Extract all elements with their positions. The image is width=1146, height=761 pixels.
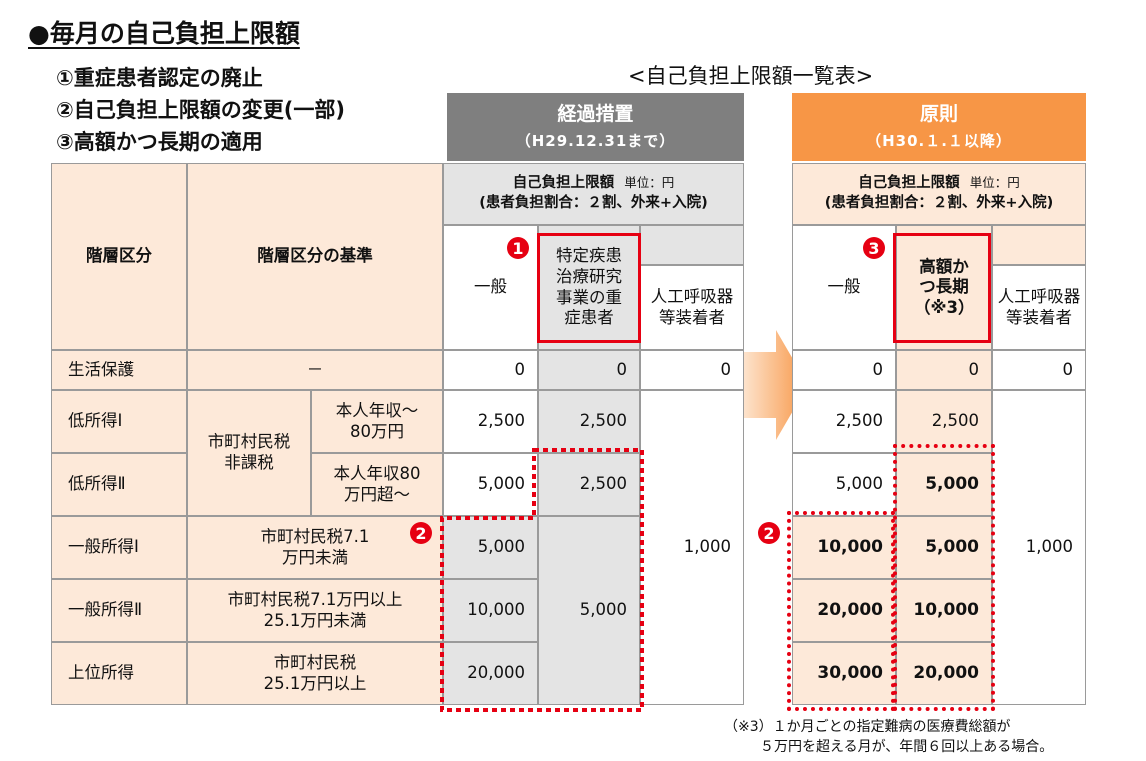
value-cell: 10,000 [896,579,992,642]
value-cell: 2,500 [792,390,896,453]
limit-label: 自己負担上限額 [858,175,960,192]
criteria-cell: 市町村民税7.1万円以上25.1万円未満 [187,579,443,642]
tier-cell: 低所得Ⅱ [51,453,187,516]
value-cell: 5,000 [443,516,538,579]
mark-one-icon: 1 [507,237,529,259]
transitional-subtitle: （H29.12.31まで） [515,132,676,150]
ventilator-header: 人工呼吸器等装着者 [992,265,1086,350]
value-cell: 0 [640,350,744,390]
value-cell: 0 [992,350,1086,390]
tier-cell: 生活保護 [51,350,187,390]
criteria-cell: 本人年収～80万円 [311,390,443,453]
value-cell: 2,500 [538,453,640,516]
value-cell: 0 [896,350,992,390]
ventilator-header: 人工呼吸器等装着者 [640,265,744,350]
ventilator-label: 人工呼吸器等装着者 [650,286,734,327]
value-cell: 2,500 [443,390,538,453]
page-title: ●毎月の自己負担上限額 [28,19,300,48]
value-cell: 2,500 [896,390,992,453]
mark-two-icon: 2 [410,522,432,544]
high-long-label: 高額かつ長期（※3） [914,256,975,317]
principle-title: 原則 [919,103,958,125]
list-heading: <自己負担上限額一覧表> [628,64,874,88]
criteria-text: 市町村民税7.1万円以上25.1万円未満 [227,589,403,630]
transitional-title: 経過措置 [557,103,634,125]
value-cell: 5,000 [792,453,896,516]
value-cell: 5,000 [443,453,538,516]
value-cell: 2,500 [538,390,640,453]
unit-label: 単位：円 [969,175,1020,191]
empty-header-cell [640,225,744,265]
point-high-long-term: ③高額かつ長期の適用 [56,130,263,154]
value-cell: 0 [443,350,538,390]
unit-label: 単位：円 [624,175,675,191]
ratio-label: (患者負担割合：２割、外来+入院) [824,195,1054,211]
criteria-cell: 本人年収80万円超～ [311,453,443,516]
ventilator-label: 人工呼吸器等装着者 [997,286,1081,327]
ratio-label: (患者負担割合：２割、外来+入院) [479,195,708,211]
value-cell: 0 [792,350,896,390]
value-cell: 5,000 [896,453,992,516]
principle-limit-header: 自己負担上限額 単位：円 (患者負担割合：２割、外来+入院) [792,163,1086,225]
value-cell: 10,000 [792,516,896,579]
principle-subtitle: （H30.１.１以降） [866,132,1012,150]
point-abolition: ①重症患者認定の廃止 [56,66,263,90]
criteria-text: 市町村民税非課税 [207,432,291,472]
point-limit-change: ②自己負担上限額の変更(一部) [56,98,345,122]
criteria-header: 階層区分の基準 [187,163,443,350]
severe-label: 特定疾患治療研究事業の重症患者 [556,246,622,328]
limit-label: 自己負担上限額 [512,175,615,192]
high-long-header: 高額かつ長期（※3） [896,225,992,350]
tier-cell: 低所得Ⅰ [51,390,187,453]
mark-two-icon: 2 [758,522,780,544]
criteria-cell: 市町村民税25.1万円以上 [187,642,443,705]
empty-header-cell [992,225,1086,265]
criteria-cell: － [187,350,443,390]
value-cell: 0 [538,350,640,390]
value-cell: 30,000 [792,642,896,705]
criteria-text: 本人年収～80万円 [335,400,419,441]
tier-header: 階層区分 [51,163,187,350]
mark-three-icon: 3 [863,237,885,259]
transitional-header: 経過措置 （H29.12.31まで） [447,93,744,161]
principle-header: 原則 （H30.１.１以降） [792,93,1086,161]
tier-cell: 上位所得 [51,642,187,705]
value-cell: 5,000 [896,516,992,579]
tier-cell: 一般所得Ⅰ [51,516,187,579]
criteria-text: 市町村民税7.1万円未満 [260,526,370,567]
criteria-text: 市町村民税25.1万円以上 [263,652,367,693]
value-cell: 20,000 [443,642,538,705]
footnote-line-1: （※3）１か月ごとの指定難病の医療費総額が [724,719,1011,735]
value-cell: 10,000 [443,579,538,642]
criteria-cell: 市町村民税7.1万円未満 [187,516,443,579]
criteria-cell: 市町村民税非課税 [187,390,311,516]
severe-header: 特定疾患治療研究事業の重症患者 [538,225,640,350]
merged-ventilator-cell: 1,000 [992,390,1086,705]
footnote-line-2: ５万円を超える月が、年間６回以上ある場合。 [760,739,1054,755]
merged-ventilator-cell: 1,000 [640,390,744,705]
change-dotted-outline [440,448,644,712]
criteria-text: 本人年収80万円超～ [333,463,421,504]
merged-severe-cell: 5,000 [538,516,640,705]
tier-cell: 一般所得Ⅱ [51,579,187,642]
value-cell: 20,000 [896,642,992,705]
transitional-limit-header: 自己負担上限額 単位：円 (患者負担割合：２割、外来+入院) [443,163,744,225]
value-cell: 20,000 [792,579,896,642]
